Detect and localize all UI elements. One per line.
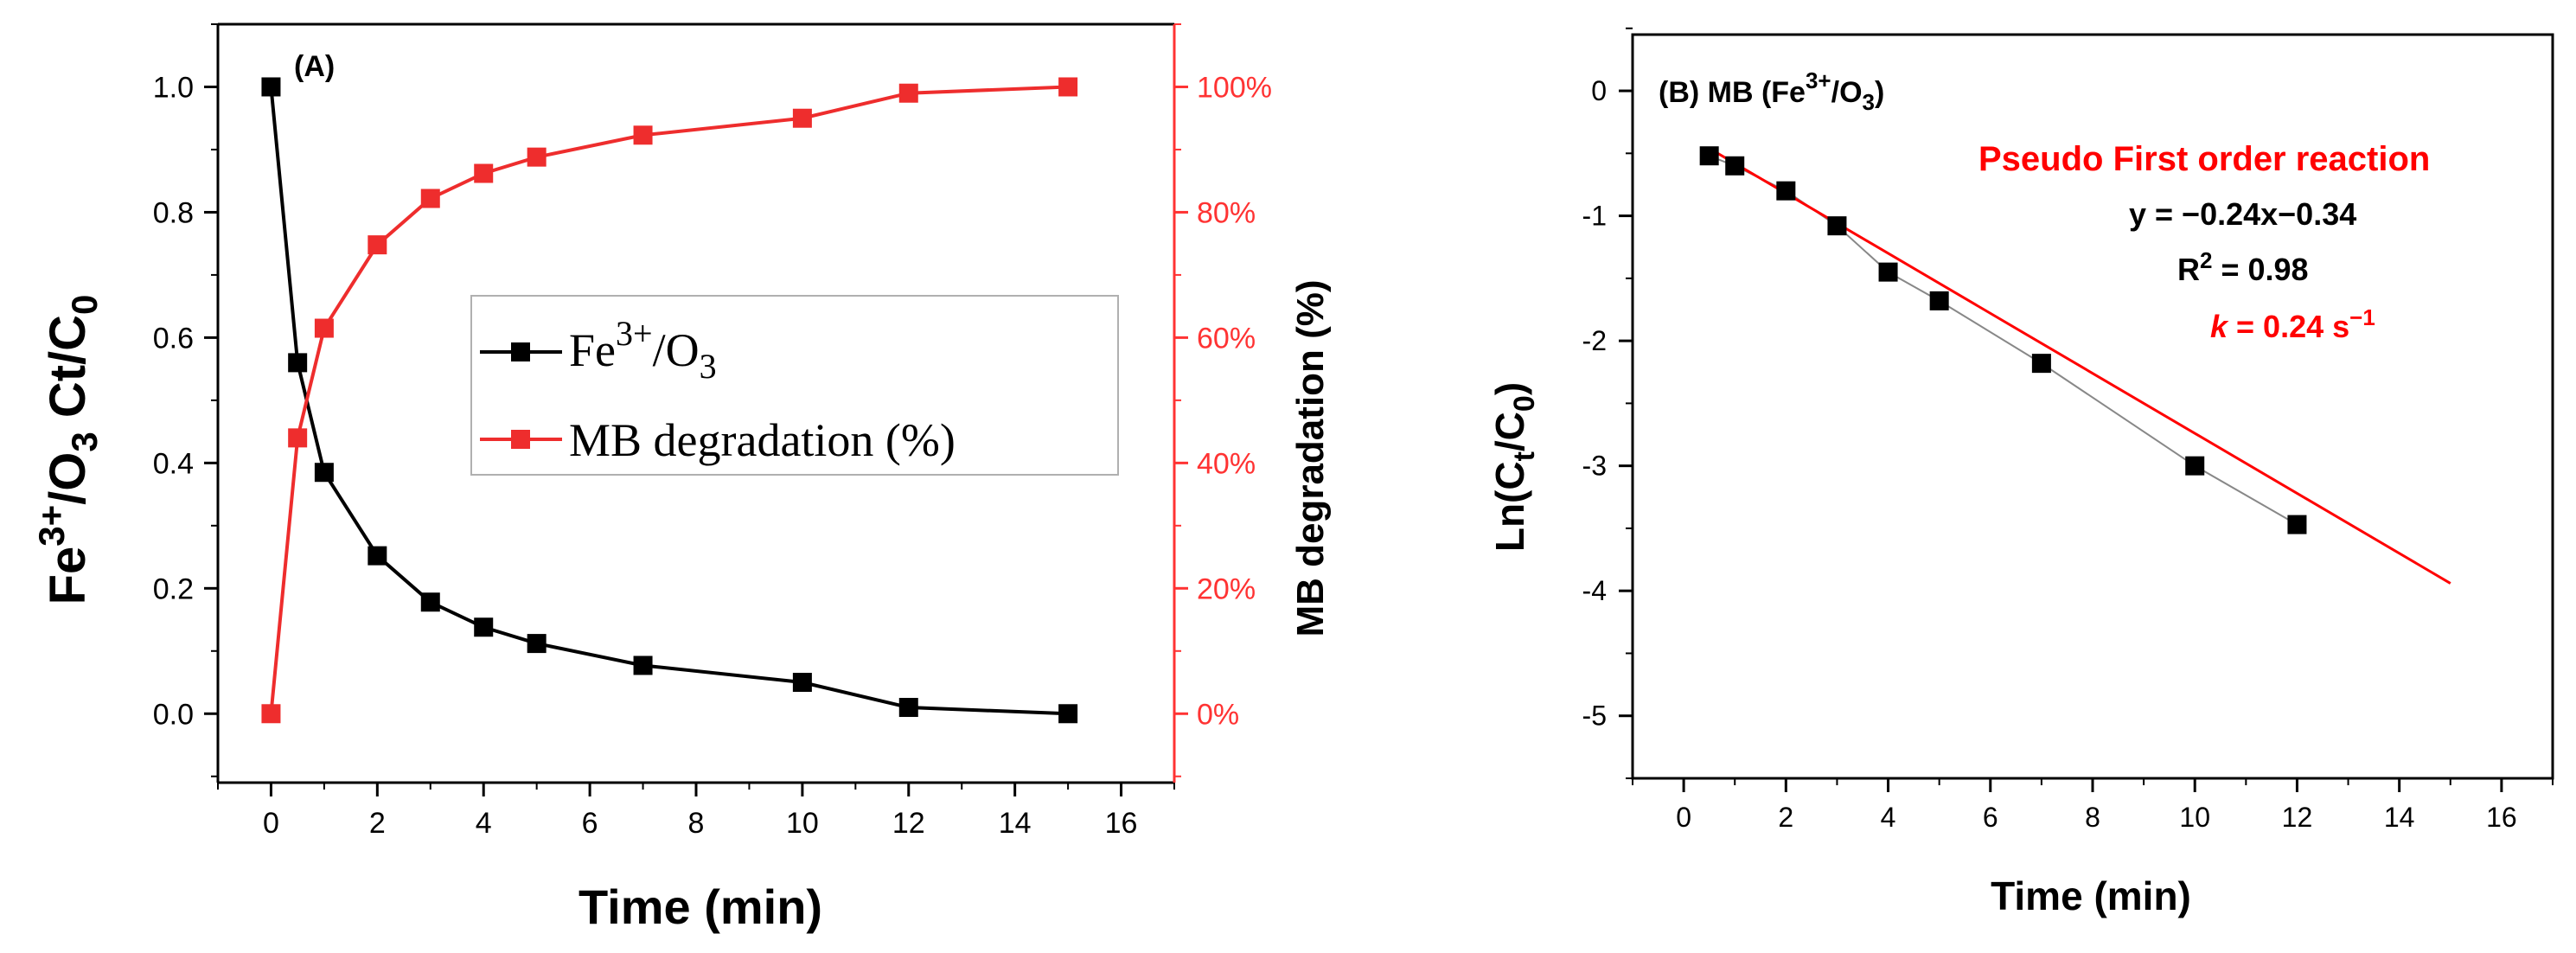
mb-degradation-point — [368, 235, 387, 255]
ln-point — [2287, 515, 2307, 534]
panel-a-xtick-label: 14 — [999, 807, 1032, 840]
panel-a-y2tick-label: 40% — [1197, 447, 1256, 480]
mb-degradation-point — [633, 125, 653, 145]
mb-degradation-point — [420, 189, 440, 208]
panel-a-label: (A) — [294, 50, 335, 83]
panel-a-ytick-label: 0.4 — [153, 447, 194, 480]
mb-degradation-point — [261, 704, 281, 724]
panel-b-xtick-label: 10 — [2179, 802, 2210, 833]
panel-b-axes: 0 2 4 6 8 10 12 14 16 0 -1 -2 -3 -4 -5 — [1582, 27, 2554, 833]
panel-b-ytick-label: -4 — [1582, 575, 1607, 606]
fe-o3-point — [474, 617, 494, 637]
fe-o3-point — [420, 592, 440, 612]
panel-b-ytick-label: -3 — [1582, 451, 1607, 482]
panel-b: 0 2 4 6 8 10 12 14 16 0 -1 -2 -3 -4 -5 (B) MB (Fe3+/O3… — [1487, 27, 2554, 918]
legend-label-mb: MB degradation (%) — [569, 414, 956, 466]
panel-b-ytick-label: -5 — [1582, 700, 1607, 732]
fe-o3-point — [527, 634, 547, 654]
panel-b-xtick-label: 14 — [2384, 802, 2415, 833]
ln-point — [2185, 456, 2205, 476]
fit-r2: R2 = 0.98 — [2177, 247, 2309, 287]
panel-a-axes: 0 2 4 6 8 10 12 14 16 0.0 0.2 0.4 0.6 0.8 1.0 0% 20% 40% 6… — [153, 22, 1272, 840]
mb-degradation-point — [288, 428, 308, 448]
legend-marker-fe — [511, 342, 530, 361]
panel-a-y2label: MB degradation (%) — [1289, 279, 1332, 636]
legend-label-fe: Fe3+/O3 — [569, 314, 717, 386]
panel-a-ylabel: Fe3+/O3 Ct/C0 — [31, 295, 105, 605]
panel-a-xtick-label: 6 — [582, 807, 598, 840]
panel-a-ytick-label: 0.0 — [153, 698, 194, 731]
panel-a-legend: Fe3+/O3 MB degradation (%) — [470, 295, 1119, 476]
panel-a-xtick-label: 2 — [369, 807, 386, 840]
panel-b-xtick-label: 12 — [2282, 802, 2313, 833]
panel-a-y2tick-label: 20% — [1197, 572, 1256, 605]
mb-degradation-point — [792, 108, 812, 128]
panel-b-xtick-label: 6 — [1983, 802, 1998, 833]
fe-o3-point — [898, 698, 918, 718]
panel-b-ytick-label: -2 — [1582, 325, 1607, 356]
fe-o3-point — [368, 546, 387, 566]
panel-b-ylabel: Ln(Ct/C0) — [1487, 382, 1541, 552]
fe-o3-point — [261, 77, 281, 97]
panel-a-xtick-label: 4 — [476, 807, 492, 840]
panel-b-series — [1699, 146, 2451, 585]
panel-a-xtick-label: 0 — [263, 807, 279, 840]
panel-a: 0 2 4 6 8 10 12 14 16 0.0 0.2 0.4 0.6 0.8 1.0 0% 20% 40% 6… — [31, 22, 1332, 934]
panel-a-xtick-label: 8 — [688, 807, 705, 840]
ln-point — [1929, 291, 1949, 310]
panel-a-ytick-label: 0.6 — [153, 322, 194, 355]
panel-b-xtick-label: 2 — [1778, 802, 1793, 833]
fit-equation: y = −0.24x−0.34 — [2129, 196, 2356, 232]
fit-title: Pseudo First order reaction — [1978, 140, 2430, 178]
mb-degradation-point — [527, 147, 547, 167]
ln-point — [1699, 146, 1719, 166]
panel-a-ytick-label: 0.2 — [153, 572, 194, 605]
ln-point — [1878, 262, 1898, 282]
fe-o3-point — [633, 656, 653, 675]
panel-a-ytick-label: 0.8 — [153, 196, 194, 229]
fe-o3-point — [314, 463, 334, 483]
panel-b-label: (B) MB (Fe3+/O3) — [1659, 67, 1884, 115]
legend-box — [470, 295, 1119, 476]
panel-b-xlabel: Time (min) — [1991, 873, 2191, 918]
mb-degradation-point — [474, 163, 494, 183]
panel-a-series — [261, 77, 1078, 724]
fe-o3-point — [792, 673, 812, 693]
fe-o3-point — [1058, 704, 1078, 724]
ln-point — [1776, 181, 1796, 201]
panel-a-y2tick-label: 0% — [1197, 698, 1239, 731]
panel-a-y2tick-label: 80% — [1197, 196, 1256, 229]
panel-a-ytick-label: 1.0 — [153, 71, 194, 104]
panel-a-y2tick-label: 100% — [1197, 71, 1272, 104]
mb-degradation-point — [1058, 77, 1078, 97]
mb-degradation-point — [898, 83, 918, 103]
ln-point — [2031, 354, 2051, 374]
ln-point — [1827, 216, 1847, 236]
panel-a-xlabel: Time (min) — [578, 879, 822, 934]
panel-b-xtick-label: 4 — [1881, 802, 1896, 833]
mb-degradation-point — [314, 318, 334, 338]
fe-o3-point — [288, 353, 308, 373]
panel-b-xtick-label: 0 — [1676, 802, 1691, 833]
panel-b-ytick-label: 0 — [1591, 75, 1607, 106]
panel-b-xtick-label: 16 — [2486, 802, 2517, 833]
panel-b-xtick-label: 8 — [2085, 802, 2100, 833]
panel-b-ytick-label: -1 — [1582, 201, 1607, 232]
fit-k: k = 0.24 s−1 — [2210, 304, 2375, 344]
ln-point — [1725, 156, 1745, 176]
panel-a-xtick-label: 10 — [786, 807, 819, 840]
panel-a-xtick-label: 12 — [892, 807, 925, 840]
panel-a-xtick-label: 16 — [1105, 807, 1138, 840]
panel-a-y2tick-label: 60% — [1197, 322, 1256, 355]
legend-marker-mb — [511, 430, 530, 449]
